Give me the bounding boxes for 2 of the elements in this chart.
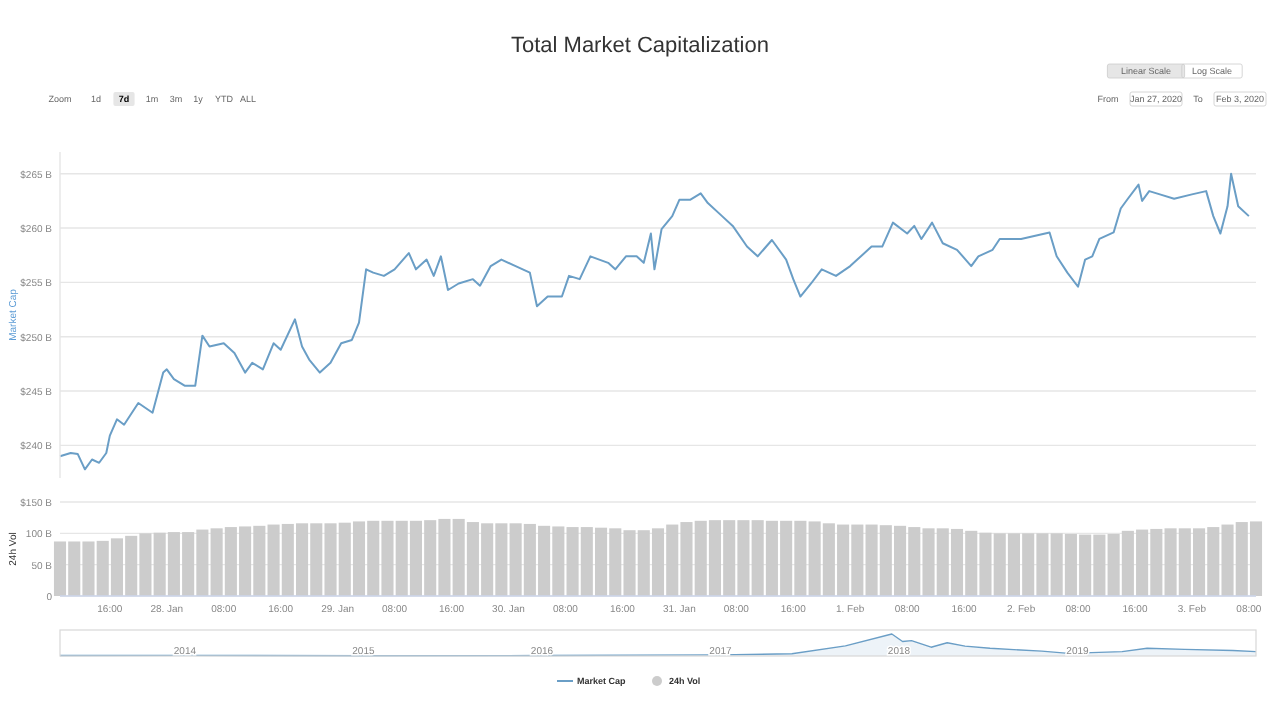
chart-title: Total Market Capitalization — [510, 34, 770, 58]
line-series — [59, 172, 1250, 471]
